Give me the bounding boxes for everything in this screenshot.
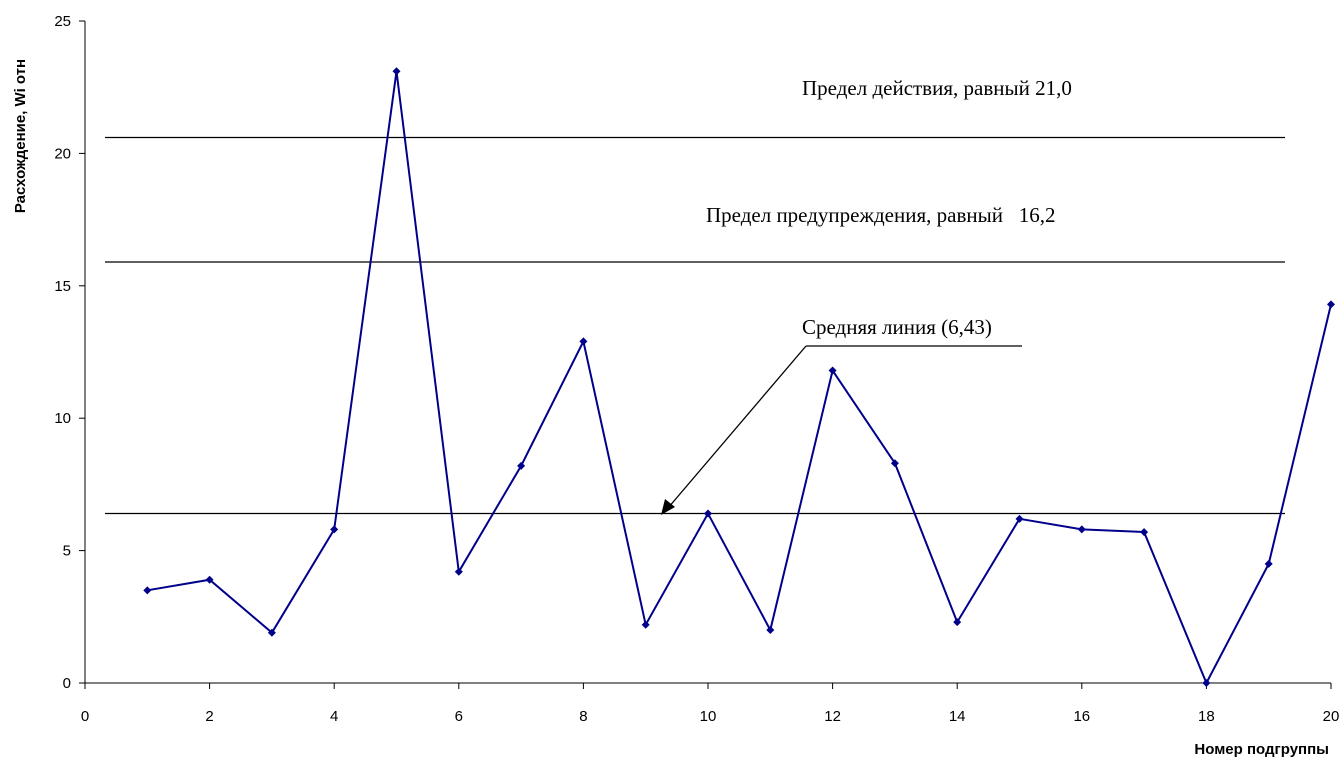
x-tick-label: 18 [1198,708,1215,725]
y-tick-label: 10 [54,410,71,427]
data-point [766,626,775,635]
y-ticks: 0 5 10 15 20 25 [54,13,85,692]
x-tick-label: 20 [1323,708,1340,725]
data-point [454,567,463,576]
data-point [205,575,214,584]
y-tick-label: 0 [63,675,71,692]
data-point [890,459,899,468]
warning-limit-label: Предел предупреждения, равный 16,2 [706,203,1055,227]
callout-arrow-shaft [667,345,807,509]
data-point [392,67,401,76]
series-line [147,71,1332,686]
y-tick-label: 15 [54,278,71,295]
series-layer [143,67,1335,687]
x-ticks: 0 2 4 6 8 10 12 14 16 18 20 [81,683,1340,725]
x-tick-label: 14 [949,708,966,725]
x-tick-label: 16 [1073,708,1090,725]
action-limit-label: Предел действия, равный 21,0 [802,76,1072,100]
x-axis-title: Номер подгруппы [1194,741,1329,758]
data-point [1015,514,1024,523]
data-point [1140,528,1149,537]
data-point [704,509,712,518]
data-point [1202,679,1211,687]
reference-lines [105,136,1285,515]
data-point [143,586,152,595]
x-tick-label: 12 [824,708,841,725]
x-tick-label: 8 [579,708,587,725]
data-point [1077,525,1086,534]
y-tick-label: 5 [63,543,71,560]
data-point [579,337,588,346]
data-point [641,620,650,629]
y-tick-label: 25 [54,13,71,30]
x-tick-label: 0 [81,708,89,725]
data-point [1264,559,1273,568]
mean-line-callout [661,345,1022,515]
data-point [267,628,276,637]
axes [84,21,1331,684]
mean-line-label: Средняя линия (6,43) [802,315,992,339]
x-tick-label: 10 [700,708,717,725]
data-point [828,366,837,375]
x-tick-label: 6 [455,708,463,725]
data-point [953,618,962,627]
y-axis-title: Расхождение, Wi отн [12,59,29,213]
data-point [517,461,526,470]
data-point [330,525,339,534]
x-tick-label: 2 [205,708,213,725]
y-tick-label: 20 [54,145,71,162]
x-tick-label: 4 [330,708,338,725]
data-point [1327,300,1335,309]
callout-arrowhead [661,499,675,515]
